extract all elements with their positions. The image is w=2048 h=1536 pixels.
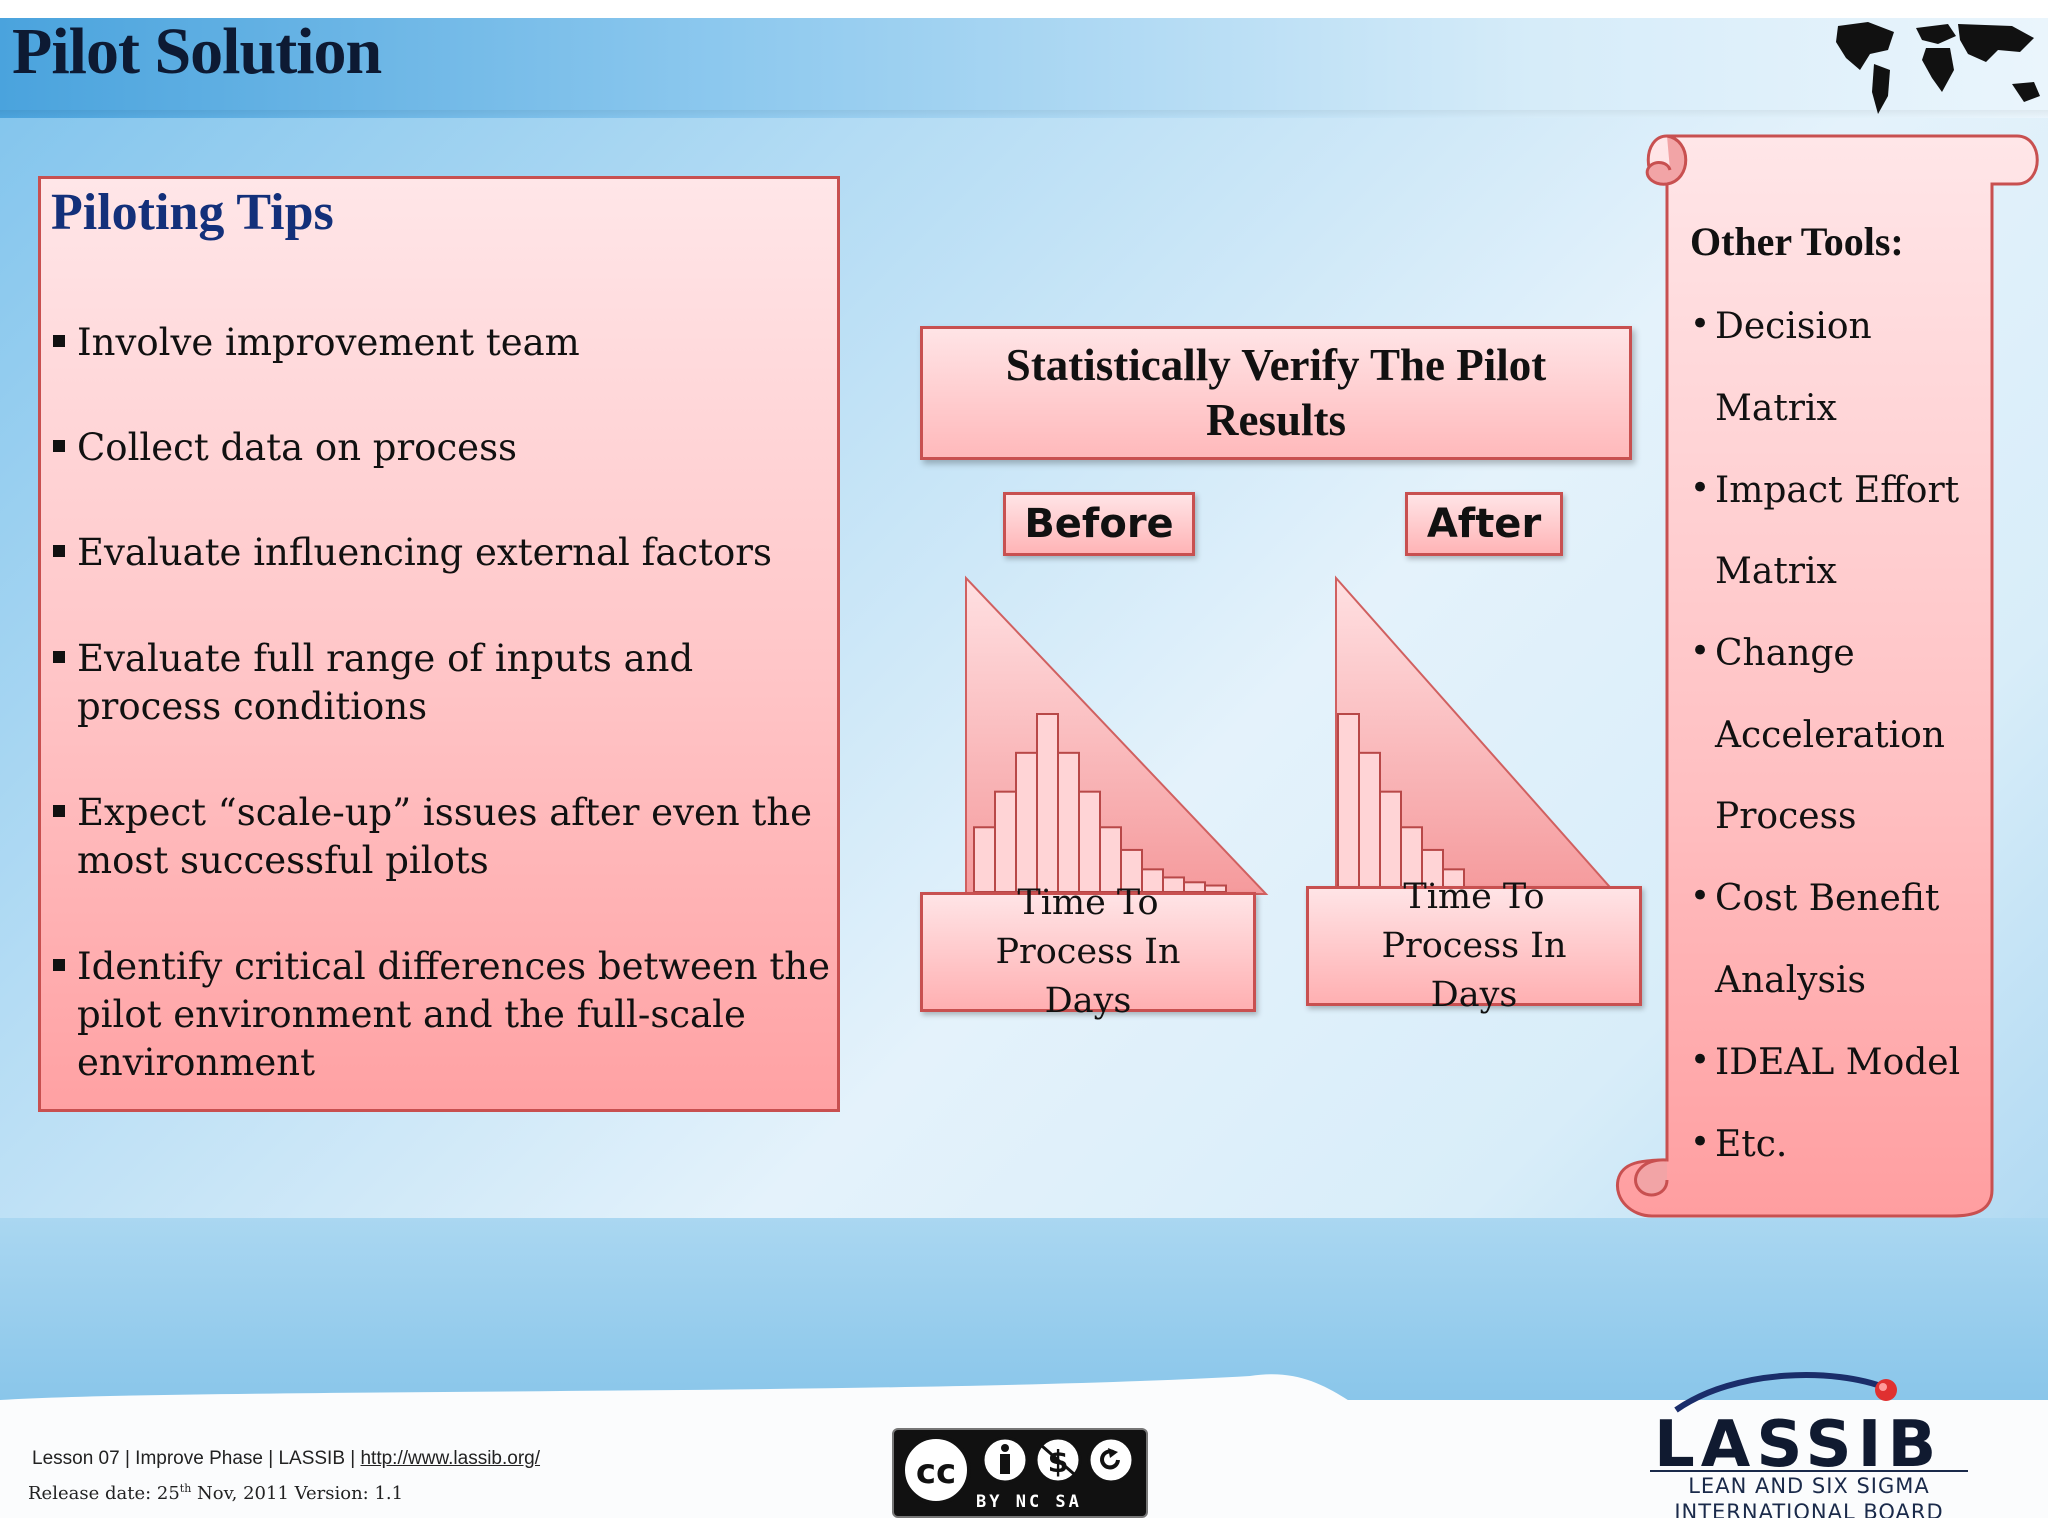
verify-box: Statistically Verify The Pilot Results: [920, 326, 1632, 460]
tool-bullet-icon: •: [1690, 876, 1711, 916]
svg-text:cc: cc: [916, 1452, 956, 1492]
before-label: Before: [1003, 492, 1195, 556]
cc-license-labels: BY NC SA: [976, 1492, 1082, 1512]
scroll-banner: [1615, 134, 2039, 1218]
tip-text: Evaluate full range of inputs and proces…: [77, 637, 694, 728]
piloting-tips-box: Piloting Tips Involve improvement team C…: [38, 176, 840, 1112]
square-bullet-icon: [53, 335, 65, 347]
tool-item: Impact Effort: [1715, 470, 1960, 511]
title-band: Pilot Solution: [0, 18, 2048, 118]
logo-rule: [1650, 1470, 1968, 1472]
histogram-bar: [1015, 751, 1038, 893]
tool-item-continued: Analysis: [1715, 960, 1866, 1001]
release-prefix: Release date: 25: [28, 1483, 180, 1504]
lassib-logo: LASSIB LEAN AND SIX SIGMA INTERNATIONAL …: [1646, 1370, 1972, 1518]
tip-item: Evaluate influencing external factors: [53, 529, 833, 577]
creative-commons-badge: cc $ BY NC SA: [892, 1428, 1148, 1518]
tool-item: Cost Benefit: [1715, 878, 1940, 919]
before-histogram: [965, 575, 1269, 895]
tip-item: Identify critical differences between th…: [53, 943, 833, 1087]
histogram-bar: [1337, 713, 1360, 893]
logo-subtitle-line1: LEAN AND SIX SIGMA: [1688, 1474, 1930, 1498]
after-label: After: [1405, 492, 1563, 556]
after-caption: Time To Process In Days: [1306, 877, 1642, 1015]
svg-text:$: $: [1048, 1445, 1069, 1480]
tip-item: Evaluate full range of inputs and proces…: [53, 635, 833, 731]
logo-subtitle-line2: INTERNATIONAL BOARD: [1674, 1500, 1944, 1518]
tool-bullet-icon: •: [1690, 304, 1711, 344]
tool-item: IDEAL Model: [1715, 1042, 1961, 1083]
square-bullet-icon: [53, 959, 65, 971]
tool-item-continued: Process: [1715, 796, 1857, 837]
tip-item: Involve improvement team: [53, 319, 833, 367]
tip-text: Expect “scale-up” issues after even the …: [77, 791, 813, 882]
release-line: Release date: 25th Nov, 2011 Version: 1.…: [28, 1482, 403, 1504]
tool-item-continued: Matrix: [1715, 388, 1837, 429]
footer-website-link[interactable]: http://www.lassib.org/: [360, 1448, 541, 1469]
tool-bullet-icon: •: [1690, 1040, 1711, 1080]
footer-lesson-line: Lesson 07 | Improve Phase | LASSIB | htt…: [32, 1448, 540, 1470]
tool-item-continued: Acceleration: [1715, 715, 1945, 756]
logo-swoosh-icon: [1674, 1372, 1897, 1413]
tool-bullet-icon: •: [1690, 631, 1711, 671]
release-suffix: Nov, 2011 Version: 1.1: [191, 1483, 404, 1504]
slide: Pilot Solution Piloting Tips Involve imp…: [0, 18, 2048, 1518]
after-histogram: [1335, 575, 1619, 895]
after-caption-text: Time To Process In Days: [1381, 876, 1567, 1015]
tool-bullet-icon: •: [1690, 1122, 1711, 1162]
other-tools-heading: Other Tools:: [1690, 219, 1904, 264]
tip-text: Collect data on process: [77, 426, 518, 469]
page-title: Pilot Solution: [12, 18, 382, 88]
square-bullet-icon: [53, 440, 65, 452]
logo-wordmark: LASSIB: [1654, 1408, 1943, 1482]
histogram-bar: [1036, 713, 1059, 893]
cc-license-icon: cc $: [901, 1435, 1135, 1505]
release-ordinal: th: [179, 1482, 192, 1495]
footer-lesson-text: Lesson 07 | Improve Phase | LASSIB |: [32, 1448, 361, 1469]
world-map-icon: [1836, 22, 2040, 114]
tip-item: Collect data on process: [53, 424, 833, 472]
tool-bullet-icon: •: [1690, 468, 1711, 508]
histogram-bar: [1057, 751, 1080, 893]
footer-curve: [0, 1374, 1360, 1408]
tip-text: Involve improvement team: [77, 321, 580, 364]
verify-label: Statistically Verify The Pilot Results: [1005, 340, 1547, 445]
tool-item: Decision: [1715, 306, 1872, 347]
histogram-bar: [1358, 751, 1381, 893]
tool-item: Change: [1715, 633, 1855, 674]
tool-item: Etc.: [1715, 1124, 1788, 1165]
histogram-bar: [1078, 790, 1101, 893]
tip-item: Expect “scale-up” issues after even the …: [53, 789, 833, 885]
square-bullet-icon: [53, 651, 65, 663]
tool-item-continued: Matrix: [1715, 551, 1837, 592]
before-caption-text: Time To Process In Days: [995, 882, 1181, 1021]
before-caption: Time To Process In Days: [920, 883, 1256, 1021]
histogram-bar: [994, 790, 1017, 893]
square-bullet-icon: [53, 545, 65, 557]
tip-text: Identify critical differences between th…: [77, 945, 830, 1084]
square-bullet-icon: [53, 805, 65, 817]
piloting-tips-heading: Piloting Tips: [51, 184, 334, 241]
tip-text: Evaluate influencing external factors: [77, 531, 772, 574]
